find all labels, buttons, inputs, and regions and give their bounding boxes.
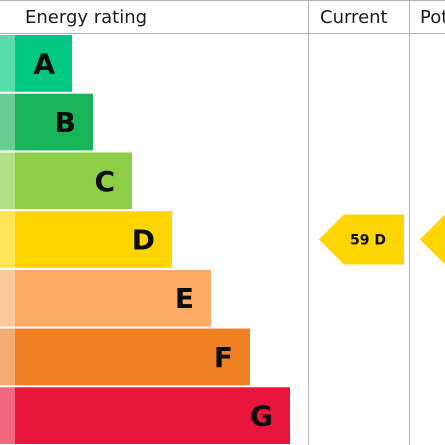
band-c-stub xyxy=(0,152,15,210)
band-b-label: B xyxy=(55,106,76,139)
band-c-label: C xyxy=(94,165,115,198)
potential-rating-arrow xyxy=(420,214,445,265)
energy-rating-header: Energy rating xyxy=(25,7,147,28)
band-e-label: E xyxy=(175,282,194,315)
band-a-label: A xyxy=(33,47,55,80)
header-row xyxy=(0,0,445,33)
band-g-label: G xyxy=(250,400,273,433)
band-b-stub xyxy=(0,93,15,151)
band-f-stub xyxy=(0,328,15,386)
current-header: Current xyxy=(320,7,388,28)
rating-markers: 59 D xyxy=(319,214,445,265)
band-f-bar xyxy=(15,328,250,386)
band-g-bar xyxy=(15,387,290,444)
band-d-label: D xyxy=(132,224,155,257)
band-b-bar xyxy=(15,93,93,151)
band-e-bar xyxy=(15,269,211,327)
band-e-stub xyxy=(0,269,15,327)
band-a-bar xyxy=(15,35,72,92)
current-rating-label: 59 D xyxy=(350,233,386,249)
band-c-bar xyxy=(15,152,132,210)
band-g-stub xyxy=(0,387,15,444)
band-a-stub xyxy=(0,35,15,92)
band-d-bar xyxy=(15,211,172,268)
band-f-label: F xyxy=(214,341,233,374)
potential-header: Pot xyxy=(420,7,445,28)
current-rating-arrow xyxy=(319,214,404,265)
band-d-stub xyxy=(0,211,15,268)
